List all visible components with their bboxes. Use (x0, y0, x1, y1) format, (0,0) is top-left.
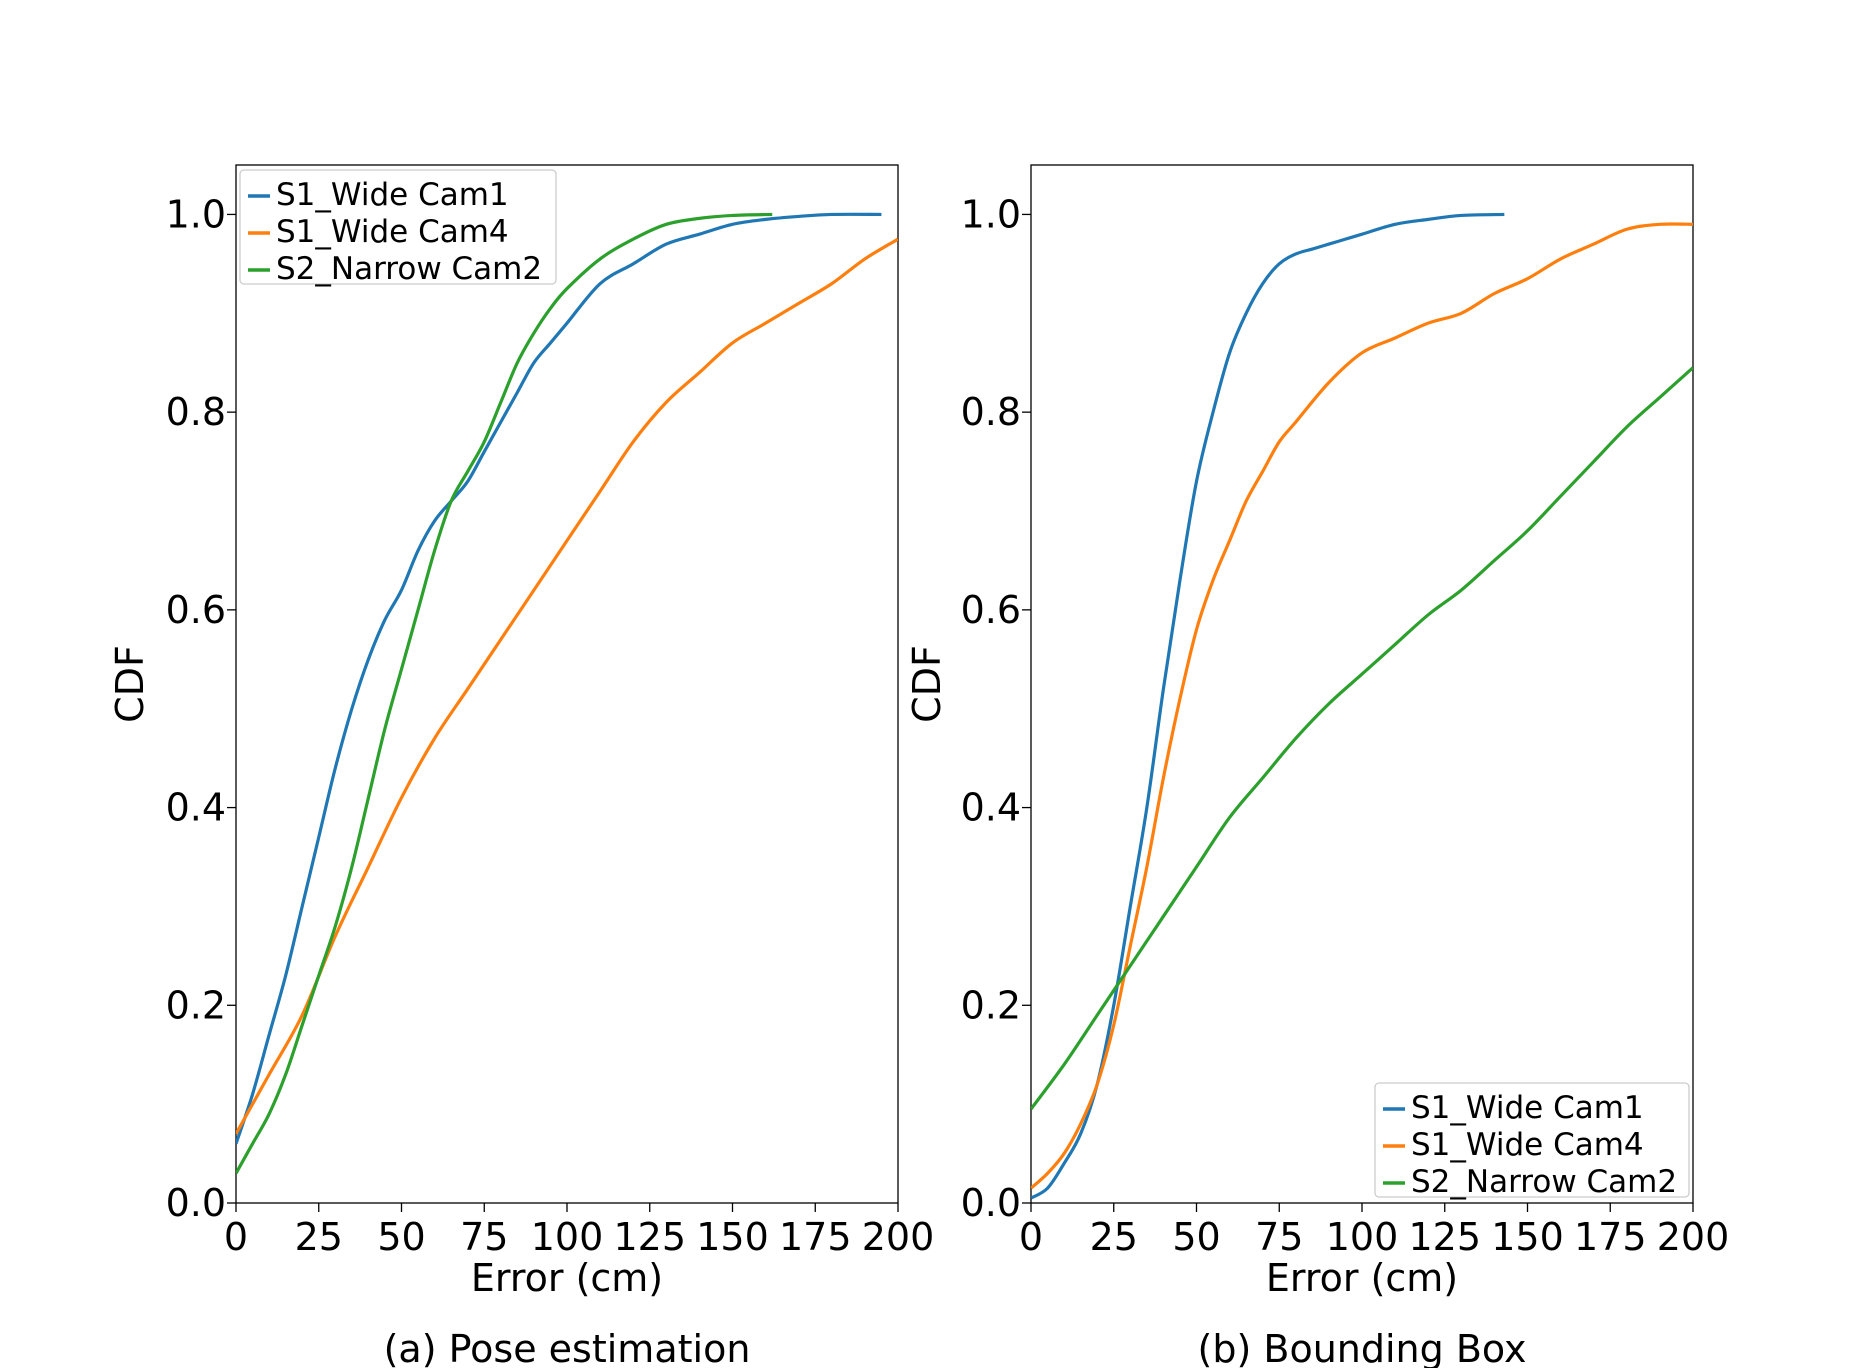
legend-box (239, 169, 557, 285)
x-tick-label: 125 (613, 1215, 686, 1259)
x-tick-label: 150 (1491, 1215, 1564, 1259)
panel-a: 0 25 50 75 100 125 150 175 200 0.0 0.2 0.4 0.6 0.8 1.0… (108, 164, 935, 1368)
series-group (236, 212, 898, 1175)
legend-label: S1_Wide Cam4 (1411, 1127, 1644, 1163)
y-axis-label: CDF (108, 645, 152, 723)
x-tick-label: 200 (862, 1215, 935, 1259)
series-group (1031, 212, 1693, 1200)
x-tick-label: 100 (531, 1215, 604, 1259)
x-axis-label: Error (cm) (1266, 1256, 1458, 1300)
x-tick-label: 50 (377, 1215, 425, 1259)
legend-label: S1_Wide Cam4 (276, 214, 509, 250)
y-tick-label: 0.4 (961, 786, 1021, 830)
series-line-3 (1031, 366, 1693, 1111)
y-tick-label: 0.4 (166, 786, 226, 830)
legend-box (1374, 1082, 1690, 1198)
x-tick-label: 75 (1255, 1215, 1303, 1259)
legend-label: S2_Narrow Cam2 (1411, 1164, 1677, 1200)
x-tick-label: 0 (1019, 1215, 1043, 1259)
legend-label: S1_Wide Cam1 (1411, 1090, 1644, 1126)
legend-label: S2_Narrow Cam2 (276, 251, 542, 287)
x-tick-label: 25 (295, 1215, 343, 1259)
y-tick-label: 0.0 (166, 1181, 226, 1225)
x-tick-label: 75 (460, 1215, 508, 1259)
panel-b: 0 25 50 75 100 125 150 175 200 0.0 0.2 0.4 0.6 0.8 1.0… (905, 164, 1730, 1368)
y-tick-label: 0.8 (961, 390, 1021, 434)
series-line-3 (236, 212, 773, 1175)
x-tick-label: 175 (779, 1215, 852, 1259)
series-line-1 (1031, 212, 1505, 1200)
x-tick-label: 100 (1326, 1215, 1399, 1259)
y-tick-label: 0.6 (961, 588, 1021, 632)
y-tick-label: 0.2 (166, 983, 226, 1027)
panel-caption: (b) Bounding Box (1198, 1327, 1527, 1368)
x-tick-label: 0 (224, 1215, 248, 1259)
x-tick-label: 50 (1172, 1215, 1220, 1259)
x-tick-label: 200 (1657, 1215, 1730, 1259)
y-tick-label: 0.6 (166, 588, 226, 632)
x-tick-label: 150 (696, 1215, 769, 1259)
x-tick-label: 175 (1574, 1215, 1647, 1259)
series-line-2 (1031, 222, 1693, 1190)
y-tick-label: 0.0 (961, 1181, 1021, 1225)
y-axis-label: CDF (905, 645, 949, 723)
y-tick-label: 1.0 (166, 192, 226, 236)
y-tick-label: 1.0 (961, 192, 1021, 236)
series-line-2 (236, 237, 898, 1135)
x-tick-label: 125 (1408, 1215, 1481, 1259)
series-line-1 (236, 212, 882, 1145)
x-axis-label: Error (cm) (471, 1256, 663, 1300)
y-tick-label: 0.8 (166, 390, 226, 434)
panel-caption: (a) Pose estimation (384, 1327, 751, 1368)
legend-label: S1_Wide Cam1 (276, 177, 509, 213)
x-tick-label: 25 (1090, 1215, 1138, 1259)
y-tick-label: 0.2 (961, 983, 1021, 1027)
plot-frame (1030, 164, 1694, 1204)
